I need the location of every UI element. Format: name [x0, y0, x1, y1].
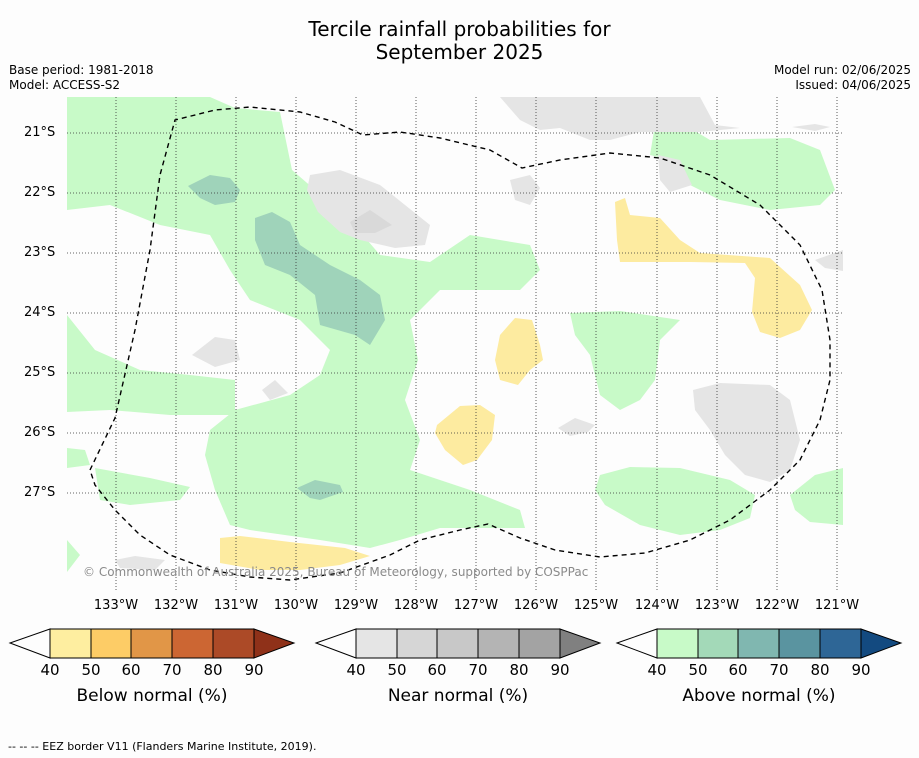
lon-label-133w: 133°W — [93, 598, 139, 613]
lat-label-26s: 26°S — [24, 425, 56, 440]
lon-label-132w: 132°W — [153, 598, 199, 613]
lon-label-124w: 124°W — [634, 598, 680, 613]
map-title: Tercile rainfall probabilities for Septe… — [0, 18, 919, 64]
lon-label-123w: 123°W — [694, 598, 740, 613]
above-normal-region-southwest-edge — [67, 540, 80, 572]
below-tick-70: 70 — [162, 661, 182, 679]
near-normal-region-center — [558, 418, 595, 436]
near-normal-region-ne-patch — [792, 124, 830, 131]
near-tick-50: 50 — [387, 661, 407, 679]
lon-label-129w: 129°W — [333, 598, 379, 613]
below-normal-region-south — [435, 405, 495, 465]
above-normal-50-north — [188, 175, 240, 205]
lon-label-130w: 130°W — [273, 598, 319, 613]
near-tick-40: 40 — [346, 661, 366, 679]
above-normal-label: Above normal (%) — [682, 686, 836, 706]
lon-label-128w: 128°W — [393, 598, 439, 613]
below-normal-40-areas — [220, 198, 812, 570]
near-normal-50-areas — [350, 210, 392, 233]
near-tick-60: 60 — [427, 661, 447, 679]
above-normal-50-central — [255, 212, 385, 345]
near-normal-region-mid — [658, 155, 692, 192]
eez-border-line — [89, 106, 831, 581]
below-tick-60: 60 — [121, 661, 141, 679]
lon-label-125w: 125°W — [573, 598, 619, 613]
copyright-notice: © Commonwealth of Australia 2025, Bureau… — [83, 565, 589, 579]
issued-text: Issued: 04/06/2025 — [795, 78, 911, 92]
below-normal-region-northeast — [615, 198, 812, 338]
lat-label-25s: 25°S — [24, 365, 56, 380]
colorbar-above — [615, 628, 903, 659]
lon-label-131w: 131°W — [213, 598, 259, 613]
above-normal-50-south — [297, 480, 343, 500]
above-tick-50: 50 — [688, 661, 708, 679]
eez-footnote: -- -- -- EEZ border V11 (Flanders Marine… — [8, 740, 317, 753]
near-tick-80: 80 — [509, 661, 529, 679]
near-normal-label: Near normal (%) — [387, 686, 529, 706]
above-normal-40-areas — [67, 97, 843, 572]
title-line-1: Tercile rainfall probabilities for — [308, 17, 611, 41]
base-period-text: Base period: 1981-2018 — [9, 63, 154, 77]
below-normal-region-center — [495, 318, 543, 385]
above-normal-region-west — [67, 97, 540, 548]
below-tick-80: 80 — [203, 661, 223, 679]
near-normal-region-north-central — [307, 170, 430, 248]
near-normal-region-nc-patch — [510, 175, 540, 205]
above-normal-region-northeast — [650, 120, 835, 210]
colorbar-near — [314, 628, 602, 659]
lon-label-121w: 121°W — [814, 598, 860, 613]
near-normal-region-east — [815, 250, 843, 271]
above-tick-70: 70 — [769, 661, 789, 679]
above-tick-90: 90 — [851, 661, 871, 679]
colorbar-below — [8, 628, 296, 659]
near-tick-90: 90 — [550, 661, 570, 679]
graticule — [67, 97, 843, 590]
above-normal-region-center-east — [570, 311, 680, 410]
above-normal-region-south — [95, 468, 190, 505]
above-normal-region-sw-coast — [67, 448, 90, 468]
above-tick-80: 80 — [810, 661, 830, 679]
below-normal-label: Below normal (%) — [76, 686, 228, 706]
below-tick-50: 50 — [81, 661, 101, 679]
near-normal-40-areas — [115, 97, 843, 570]
above-tick-40: 40 — [647, 661, 667, 679]
lon-label-127w: 127°W — [453, 598, 499, 613]
near-tick-70: 70 — [468, 661, 488, 679]
above-normal-region-far-southeast — [790, 468, 843, 525]
probability-fields — [67, 97, 843, 572]
model-text: Model: ACCESS-S2 — [9, 78, 121, 92]
above-tick-60: 60 — [728, 661, 748, 679]
lat-label-24s: 24°S — [24, 305, 56, 320]
above-normal-50-areas — [188, 175, 385, 500]
above-normal-region-southeast — [595, 467, 755, 535]
lat-label-27s: 27°S — [24, 485, 56, 500]
above-normal-region-southwest — [67, 315, 235, 415]
lon-label-126w: 126°W — [513, 598, 559, 613]
lat-label-23s: 23°S — [24, 245, 56, 260]
meta-left: Base period: 1981-2018 Model: ACCESS-S2 — [9, 63, 154, 93]
lat-label-22s: 22°S — [24, 185, 56, 200]
near-normal-region-west — [192, 337, 240, 367]
below-tick-90: 90 — [244, 661, 264, 679]
below-tick-40: 40 — [40, 661, 60, 679]
below-normal-region-southwest — [220, 536, 370, 570]
lon-label-122w: 122°W — [754, 598, 800, 613]
lat-label-21s: 21°S — [24, 125, 56, 140]
near-normal-region-southeast — [693, 383, 800, 482]
near-normal-50-patch — [350, 210, 392, 233]
meta-right: Model run: 02/06/2025 Issued: 04/06/2025 — [774, 63, 911, 93]
title-line-2: September 2025 — [375, 40, 544, 64]
near-normal-region-north — [500, 97, 740, 140]
model-run-text: Model run: 02/06/2025 — [773, 63, 911, 77]
near-normal-region-south — [115, 556, 165, 570]
near-normal-region-west-2 — [262, 380, 288, 400]
